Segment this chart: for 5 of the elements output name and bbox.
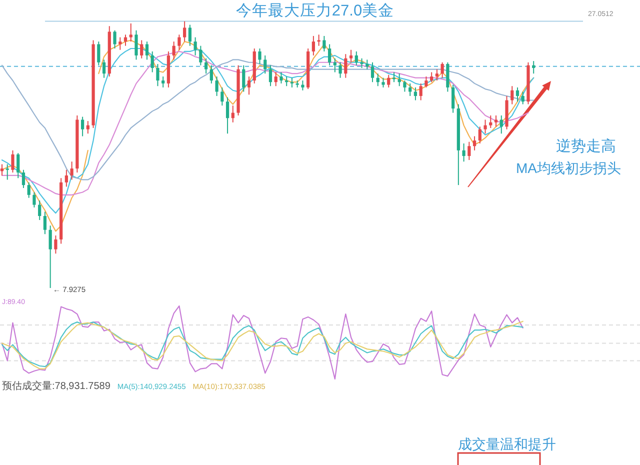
annotation: 成交量温和提升 [458,436,556,452]
annotation: MA均线初步拐头 [516,160,621,176]
annotation: 逆势走高 [556,138,616,155]
annotation: 今年最大压力27.0美金 [236,2,394,20]
annotation: 预估成交量:78,931.7589 [2,381,110,392]
